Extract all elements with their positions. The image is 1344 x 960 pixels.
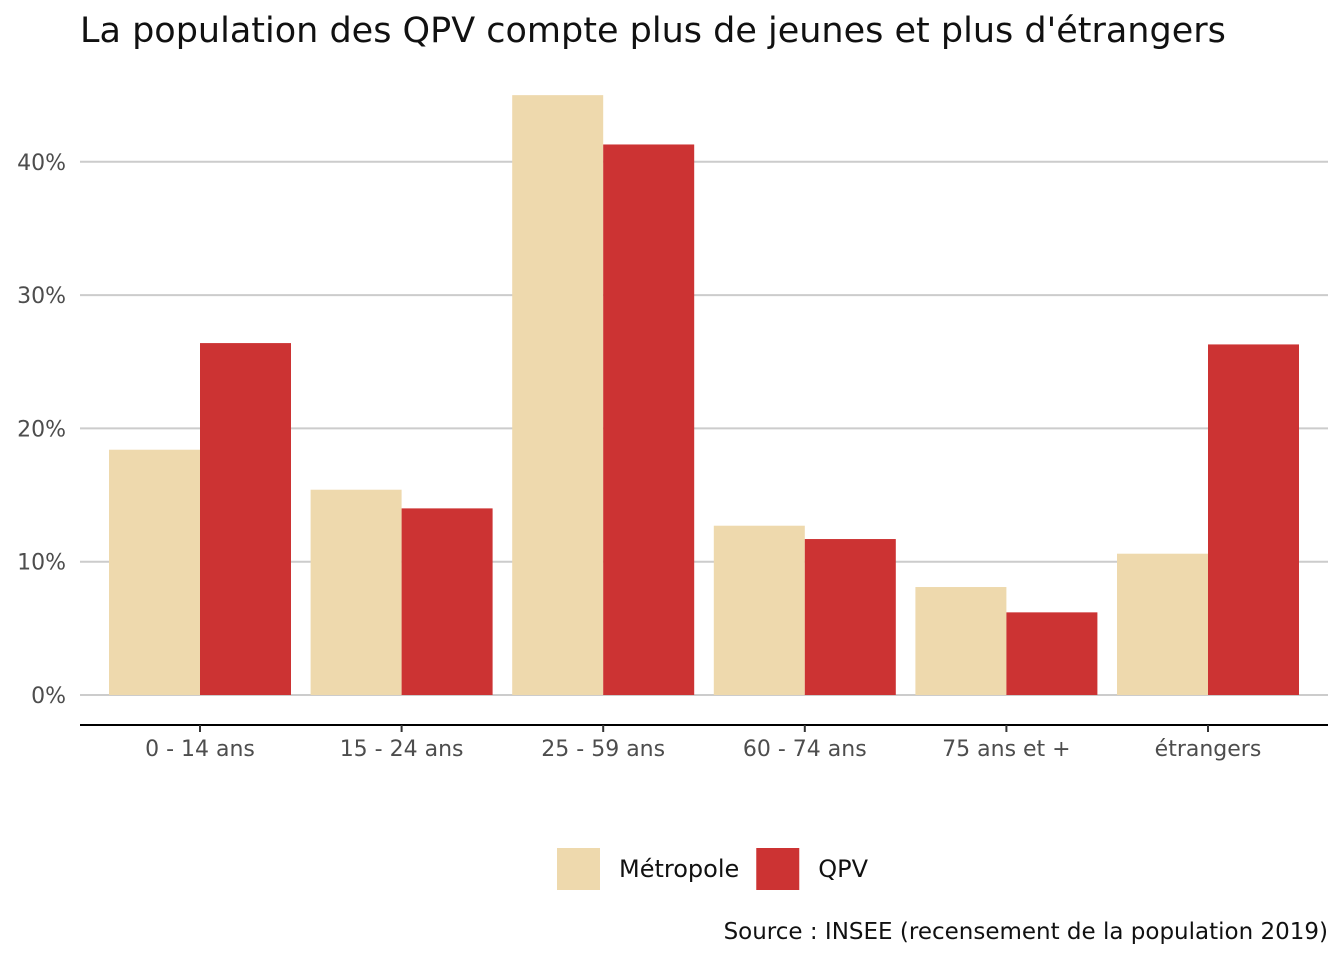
x-tick-label: 75 ans et + bbox=[942, 737, 1070, 762]
legend-swatch bbox=[756, 848, 800, 890]
bar-qpv bbox=[200, 343, 291, 695]
bar-mtropole bbox=[512, 95, 604, 695]
chart-title: La population des QPV compte plus de jeu… bbox=[80, 11, 1226, 51]
y-tick-label: 40% bbox=[17, 151, 66, 176]
x-tick-label: 60 - 74 ans bbox=[743, 737, 867, 762]
bar-qpv bbox=[1208, 344, 1299, 695]
x-axis: 0 - 14 ans 15 - 24 ans 25 - 59 ans 60 - 74 … bbox=[145, 725, 1261, 762]
x-tick-label: 0 - 14 ans bbox=[145, 737, 255, 762]
bar-mtropole bbox=[109, 449, 200, 695]
x-tick-label: 15 - 24 ans bbox=[340, 737, 464, 762]
legend-swatch bbox=[557, 848, 600, 890]
y-tick-label: 30% bbox=[17, 284, 66, 309]
bar-mtropole bbox=[713, 525, 805, 695]
y-tick-label: 10% bbox=[17, 551, 66, 576]
bar-mtropole bbox=[310, 489, 402, 695]
legend-label: Métropole bbox=[619, 855, 739, 883]
x-tick-label: 25 - 59 ans bbox=[541, 737, 665, 762]
source-caption: Source : INSEE (recensement de la popula… bbox=[724, 919, 1328, 945]
bar-mtropole bbox=[1117, 553, 1208, 695]
bar-qpv bbox=[1006, 612, 1098, 695]
y-axis: 0% 10% 20% 30% 40% bbox=[17, 151, 66, 709]
legend-label: QPV bbox=[818, 855, 868, 883]
x-tick-label: étrangers bbox=[1155, 737, 1262, 762]
bar-qpv bbox=[401, 508, 493, 695]
bars bbox=[109, 95, 1299, 695]
bar-mtropole bbox=[915, 587, 1007, 695]
y-tick-label: 20% bbox=[17, 417, 66, 442]
bar-qpv bbox=[804, 539, 896, 695]
legend: Métropole QPV bbox=[557, 848, 869, 890]
bar-qpv bbox=[603, 144, 695, 695]
y-tick-label: 0% bbox=[31, 684, 66, 709]
